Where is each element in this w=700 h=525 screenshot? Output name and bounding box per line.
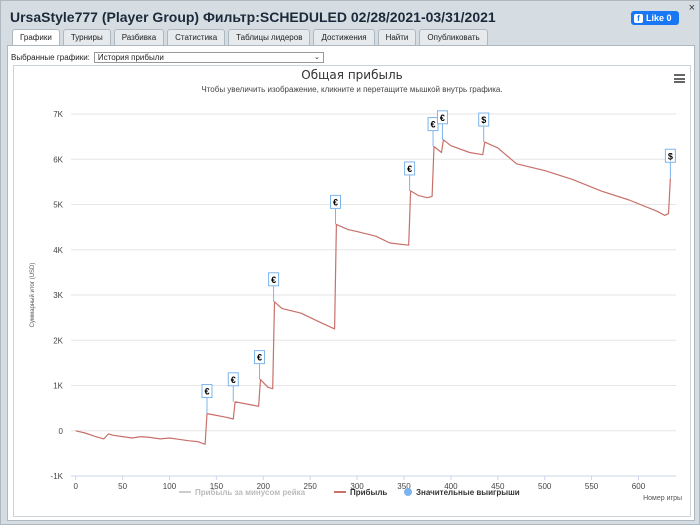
tab-find[interactable]: Найти bbox=[377, 29, 417, 45]
x-tick-label: 150 bbox=[210, 482, 224, 491]
x-axis-title: Номер игры bbox=[643, 495, 682, 502]
y-tick-label: -1K bbox=[51, 472, 64, 481]
chart-title: Общая прибыль bbox=[301, 68, 403, 82]
y-tick-label: 7K bbox=[53, 110, 63, 119]
tab-panel: Выбранные графики: История прибыли ⌄ Общ… bbox=[7, 45, 695, 521]
win-flag-symbol: € bbox=[271, 275, 276, 285]
win-flag[interactable] bbox=[664, 148, 676, 163]
x-tick-label: 0 bbox=[73, 482, 78, 491]
x-tick-label: 450 bbox=[491, 482, 505, 491]
win-flag[interactable] bbox=[478, 112, 490, 127]
win-flag-symbol: $ bbox=[481, 115, 486, 125]
x-tick-label: 250 bbox=[304, 482, 318, 491]
x-tick-label: 200 bbox=[257, 482, 271, 491]
chart-container[interactable]: Общая прибыль Чтобы увеличить изображени… bbox=[13, 65, 691, 517]
x-tick-label: 600 bbox=[632, 482, 646, 491]
win-flag[interactable] bbox=[201, 384, 213, 399]
facebook-like-button[interactable]: f Like 0 bbox=[631, 11, 679, 25]
close-icon[interactable]: × bbox=[688, 2, 695, 14]
win-flag[interactable] bbox=[436, 110, 448, 125]
legend-item-label[interactable]: Прибыль за минусом рейка bbox=[195, 488, 306, 497]
win-flag[interactable] bbox=[330, 194, 342, 209]
y-tick-label: 1K bbox=[53, 382, 63, 391]
y-tick-label: 3K bbox=[53, 291, 63, 300]
win-flag-symbol: € bbox=[257, 353, 262, 363]
legend-item-label[interactable]: Прибыль bbox=[350, 488, 387, 497]
win-flag-symbol: € bbox=[407, 164, 412, 174]
x-tick-label: 100 bbox=[163, 482, 177, 491]
win-flag-symbol: € bbox=[431, 120, 436, 130]
tab-statistics[interactable]: Статистика bbox=[167, 29, 226, 45]
tab-achievements[interactable]: Достижения bbox=[313, 29, 375, 45]
win-flag-symbol: € bbox=[440, 113, 445, 123]
tab-publish[interactable]: Опубликовать bbox=[419, 29, 488, 45]
x-tick-label: 550 bbox=[585, 482, 599, 491]
chart-selector-value: История прибыли bbox=[97, 53, 164, 62]
x-tick-label: 400 bbox=[444, 482, 458, 491]
legend-item-label[interactable]: Значительные выигрыши bbox=[416, 488, 520, 497]
legend-dot-symbol bbox=[404, 488, 412, 496]
win-flag[interactable] bbox=[268, 272, 280, 287]
x-tick-label: 350 bbox=[397, 482, 411, 491]
win-flag-symbol: € bbox=[333, 197, 338, 207]
tab-breakdown[interactable]: Разбивка bbox=[113, 29, 165, 45]
y-axis-title: Суммарный итог (USD) bbox=[29, 263, 36, 328]
facebook-like-label: Like 0 bbox=[646, 13, 672, 23]
tab-charts[interactable]: Графики bbox=[12, 29, 60, 46]
tab-tournaments[interactable]: Турниры bbox=[62, 29, 111, 45]
chart-subtitle: Чтобы увеличить изображение, кликните и … bbox=[201, 85, 503, 94]
y-tick-label: 4K bbox=[53, 246, 63, 255]
chart-selector-row: Выбранные графики: История прибыли ⌄ bbox=[11, 52, 324, 63]
win-flag[interactable] bbox=[404, 161, 416, 176]
tab-leaderboards[interactable]: Таблицы лидеров bbox=[228, 29, 311, 45]
win-flag-symbol: € bbox=[231, 375, 236, 385]
series-line-profit[interactable] bbox=[75, 139, 671, 445]
win-flag[interactable] bbox=[227, 372, 239, 387]
chevron-down-icon: ⌄ bbox=[314, 54, 320, 61]
chart-selector-dropdown[interactable]: История прибыли ⌄ bbox=[93, 52, 324, 63]
chart-menu-icon[interactable] bbox=[674, 74, 685, 83]
chart-selector-label: Выбранные графики: bbox=[11, 53, 90, 62]
profit-chart[interactable]: -1K 0 1K 2K 3K 4K 5K 6K 7K 0 50 100 150 200 250 300 350 4… bbox=[14, 66, 690, 516]
win-flag-symbol: € bbox=[204, 387, 209, 397]
x-tick-label: 300 bbox=[350, 482, 364, 491]
tab-bar: Графики Турниры Разбивка Статистика Табл… bbox=[12, 29, 488, 46]
x-tick-label: 500 bbox=[538, 482, 552, 491]
x-tick-label: 50 bbox=[118, 482, 127, 491]
win-flag-symbol: $ bbox=[668, 151, 673, 161]
facebook-icon: f bbox=[634, 13, 643, 23]
y-tick-label: 6K bbox=[53, 155, 63, 164]
win-flag[interactable] bbox=[254, 350, 266, 365]
window-title: UrsaStyle777 (Player Group) Фильтр:SCHED… bbox=[10, 9, 496, 25]
y-tick-label: 2K bbox=[53, 336, 63, 345]
y-tick-label: 0 bbox=[59, 427, 64, 436]
y-tick-label: 5K bbox=[53, 201, 63, 210]
